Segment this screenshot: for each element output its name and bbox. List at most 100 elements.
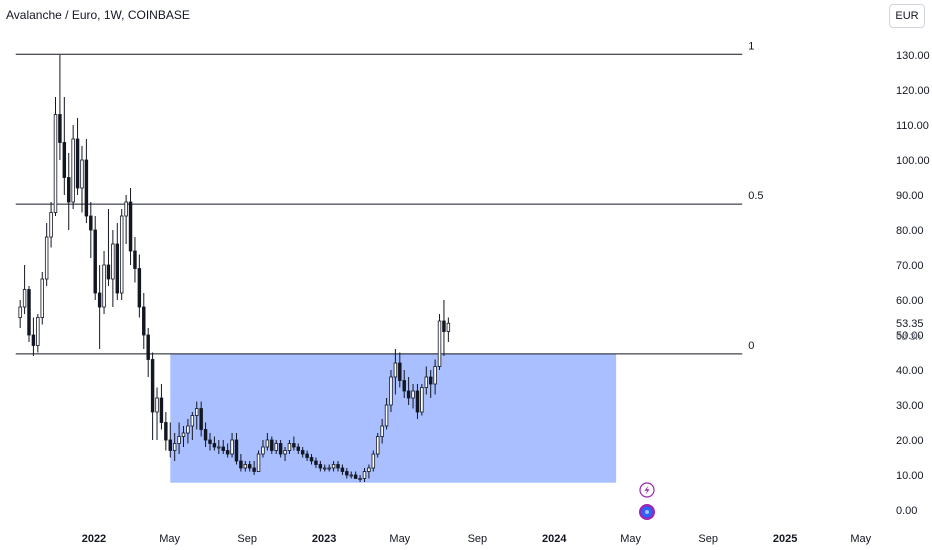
candle-body-up <box>119 215 124 294</box>
candle-body-up <box>243 464 248 469</box>
candle <box>31 317 36 356</box>
candle <box>406 377 411 405</box>
y-tick-label: 10.00 <box>896 470 924 482</box>
candle <box>142 293 146 349</box>
candle <box>111 230 115 307</box>
candle <box>27 286 31 342</box>
candle <box>318 461 323 472</box>
candle <box>172 433 177 461</box>
candle-body-down <box>278 443 283 455</box>
candle <box>168 422 172 458</box>
candle-body-down <box>314 460 318 465</box>
candle <box>336 461 340 472</box>
candle-body-down <box>270 439 274 451</box>
y-tick-label: 0.00 <box>896 505 917 517</box>
candle-body-down <box>212 443 217 448</box>
x-tick-label: May <box>389 533 410 545</box>
candle <box>340 464 345 475</box>
candle <box>49 202 53 248</box>
candle <box>270 436 274 454</box>
candle-body-down <box>75 138 80 189</box>
candle-body-down <box>93 229 97 294</box>
candle <box>217 440 221 454</box>
candle-body-down <box>164 422 168 441</box>
candle-body-down <box>146 334 150 360</box>
candle-body-up <box>283 450 287 455</box>
candle <box>159 384 164 430</box>
bar-countdown-label: 6d 3h <box>896 332 921 343</box>
earnings-icon[interactable] <box>639 504 655 520</box>
candle-body-down <box>128 201 133 252</box>
candle <box>75 118 80 195</box>
candle <box>234 433 239 465</box>
candle-body-down <box>221 446 225 451</box>
candle <box>437 314 442 370</box>
candle-body-down <box>252 467 256 472</box>
candle-body-up <box>190 415 195 427</box>
candle-body-down <box>415 390 420 413</box>
candle <box>230 433 234 458</box>
candle <box>243 461 248 472</box>
candle-body-up <box>358 478 362 480</box>
y-tick-label: 110.00 <box>896 120 929 132</box>
candle <box>398 352 402 388</box>
candle <box>428 370 433 398</box>
candle <box>164 412 168 451</box>
fib-retracement[interactable]: 10.50 <box>15 40 764 355</box>
y-tick-label: 30.00 <box>896 400 924 412</box>
candle <box>283 447 287 461</box>
candle <box>323 464 327 472</box>
candle <box>80 146 84 213</box>
event-icons[interactable] <box>639 482 655 520</box>
candle-body-up <box>437 320 442 367</box>
candle <box>300 447 305 458</box>
candle-body-down <box>159 397 164 423</box>
candle <box>97 265 102 349</box>
candle <box>36 314 40 353</box>
y-tick-label: 20.00 <box>896 435 924 447</box>
candle <box>292 436 296 451</box>
candle-body-up <box>36 317 40 346</box>
last-price-label: 53.35 <box>896 318 924 330</box>
candle <box>247 461 252 472</box>
y-tick-label: 120.00 <box>896 85 930 97</box>
candle <box>274 440 278 454</box>
candle <box>261 440 265 458</box>
fib-level-label: 0 <box>748 340 754 352</box>
price-axis[interactable]: 130.00 120.00 110.00 100.00 90.00 80.00 70.00 6… <box>896 50 930 517</box>
candle-body-up <box>111 243 115 280</box>
currency-button[interactable]: EUR <box>889 4 925 28</box>
candle-body-down <box>150 359 155 413</box>
candle <box>155 387 159 440</box>
candle-body-up <box>177 436 181 444</box>
candle-body-up <box>362 471 367 479</box>
candle-body-up <box>327 467 331 470</box>
candle-body-up <box>446 322 451 332</box>
candle <box>420 384 424 416</box>
candle <box>18 300 22 328</box>
demand-zone-rect <box>170 353 617 483</box>
candle <box>442 300 446 356</box>
candle-body-up <box>102 264 106 308</box>
candle <box>186 419 190 444</box>
candle <box>265 433 270 451</box>
candle-body-up <box>230 439 234 455</box>
candle <box>102 251 106 314</box>
candle-body-up <box>181 432 186 437</box>
candle-body-down <box>239 460 243 469</box>
candle <box>446 317 451 342</box>
candle-body-up <box>256 453 261 472</box>
time-axis[interactable]: 2022 May Sep 2023 May Sep 2024 May Sep 2025 May <box>82 533 872 545</box>
candle <box>411 384 415 409</box>
candle <box>252 461 256 475</box>
candle-body-down <box>318 464 323 469</box>
candle-body-up <box>71 138 75 203</box>
lightning-icon[interactable] <box>639 482 655 498</box>
candle-body-down <box>296 446 301 451</box>
candle <box>225 443 230 458</box>
candle <box>433 359 437 395</box>
candle-body-up <box>380 425 384 437</box>
candle-body-down <box>97 292 102 308</box>
candle-body-up <box>195 408 199 416</box>
